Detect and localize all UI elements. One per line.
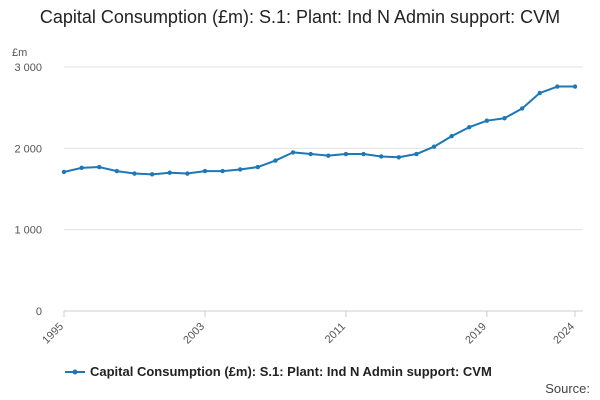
data-point [238, 167, 243, 172]
data-point [132, 171, 137, 176]
y-tick-label: 3 000 [14, 62, 42, 74]
x-tick-label: 1995 [40, 321, 66, 347]
source-label: Source: [545, 381, 590, 396]
data-point [449, 133, 454, 139]
series-line [63, 85, 575, 176]
x-tick-label: 2024 [551, 321, 577, 347]
data-point [431, 144, 437, 149]
legend-swatch [65, 369, 85, 374]
y-axis-label: £m [12, 47, 27, 59]
data-point [79, 165, 84, 171]
data-point [414, 151, 419, 157]
data-point [290, 150, 296, 155]
data-point [97, 164, 102, 170]
x-tick-label: 2011 [323, 321, 348, 346]
data-point [255, 164, 261, 170]
data-point [149, 172, 155, 177]
data-point [343, 151, 349, 157]
data-point [167, 170, 172, 175]
data-point [378, 154, 384, 159]
data-point [396, 155, 401, 160]
data-point [273, 158, 278, 163]
data-point [220, 168, 225, 174]
data-point [537, 90, 542, 96]
chart-legend: Capital Consumption (£m): S.1: Plant: In… [64, 364, 492, 379]
y-tick-label: 2 000 [14, 143, 42, 155]
data-point [484, 118, 490, 123]
data-point [114, 168, 120, 174]
data-point [502, 116, 507, 121]
data-point [61, 169, 67, 175]
data-point [202, 168, 208, 174]
data-point [361, 151, 366, 157]
y-tick-label: 0 [36, 306, 42, 318]
y-tick-label: 1 000 [14, 225, 42, 237]
x-tick-label: 2019 [463, 321, 489, 347]
x-tick-label: 2003 [181, 321, 207, 347]
data-point [467, 124, 472, 130]
data-point [308, 151, 313, 157]
data-point [519, 106, 525, 111]
legend-label: Capital Consumption (£m): S.1: Plant: In… [90, 364, 492, 379]
data-point [185, 171, 190, 176]
chart-title: Capital Consumption (£m): S.1: Plant: In… [39, 7, 561, 27]
data-point [572, 84, 578, 89]
data-point [326, 153, 331, 158]
data-point [555, 84, 560, 89]
